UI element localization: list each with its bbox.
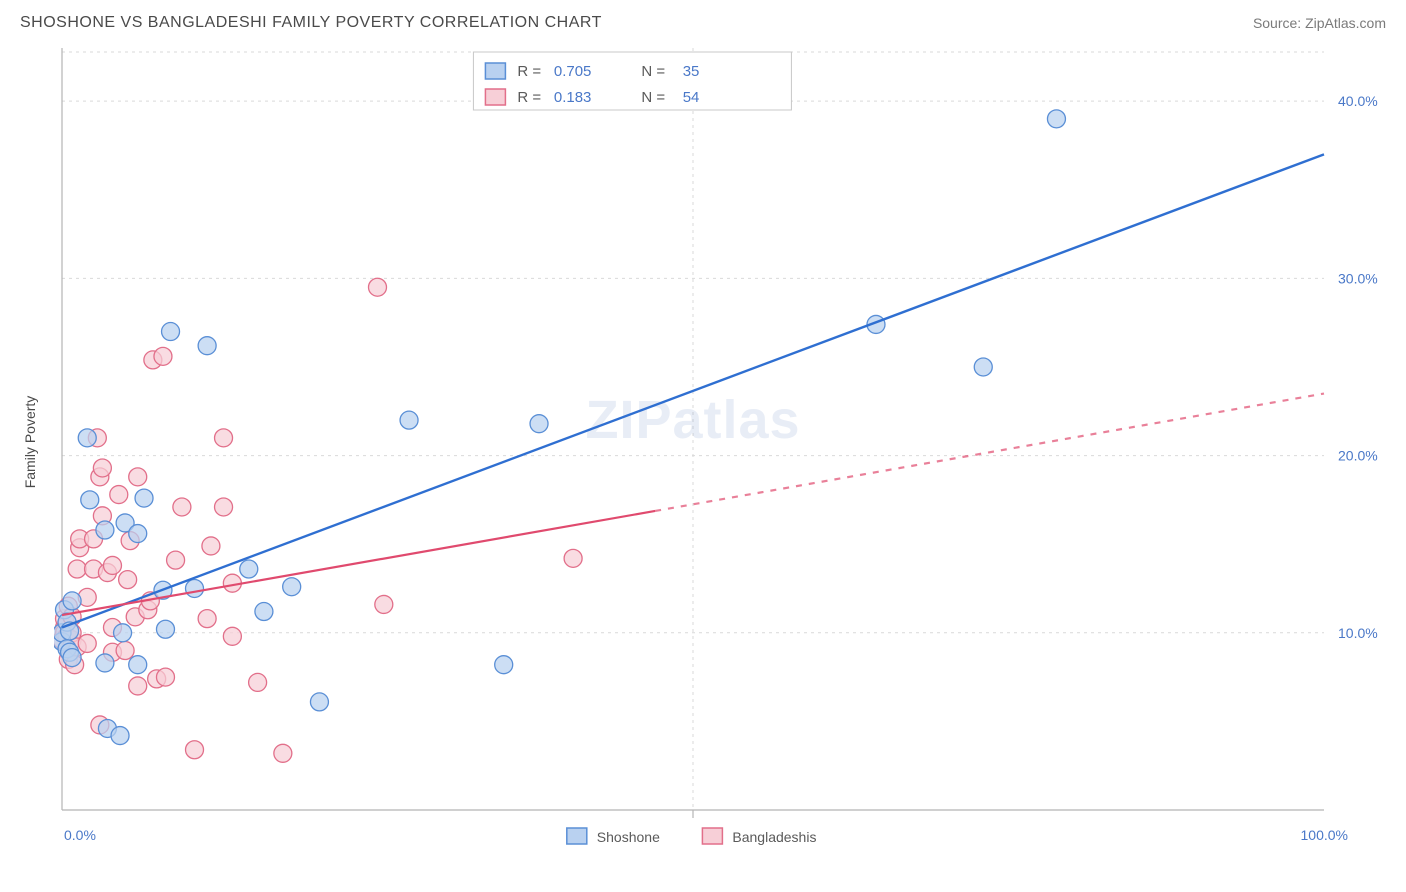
legend-series-label: Bangladeshis (732, 829, 816, 845)
data-point (114, 624, 132, 642)
x-tick-label: 100.0% (1301, 827, 1348, 843)
data-point (202, 537, 220, 555)
y-tick-label: 20.0% (1338, 448, 1378, 464)
data-point (156, 620, 174, 638)
data-point (103, 556, 121, 574)
data-point (186, 579, 204, 597)
data-point (119, 571, 137, 589)
chart-source: Source: ZipAtlas.com (1253, 15, 1386, 31)
data-point (283, 578, 301, 596)
x-tick-label: 0.0% (64, 827, 96, 843)
chart-area: Family Poverty 10.0%20.0%30.0%40.0%ZIPat… (16, 42, 1396, 862)
data-point (310, 693, 328, 711)
data-point (129, 656, 147, 674)
data-point (1047, 110, 1065, 128)
y-axis-label: Family Poverty (22, 396, 38, 489)
data-point (564, 549, 582, 567)
data-point (154, 347, 172, 365)
data-point (111, 727, 129, 745)
data-point (68, 560, 86, 578)
y-tick-label: 10.0% (1338, 625, 1378, 641)
data-point (495, 656, 513, 674)
legend-n-label: N = (641, 89, 665, 106)
data-point (167, 551, 185, 569)
legend-swatch (702, 828, 722, 844)
data-point (173, 498, 191, 516)
data-point (215, 498, 233, 516)
scatter-plot: 10.0%20.0%30.0%40.0%ZIPatlas0.0%100.0%R … (54, 42, 1394, 862)
data-point (375, 595, 393, 613)
data-point (129, 468, 147, 486)
data-point (198, 610, 216, 628)
y-tick-label: 30.0% (1338, 270, 1378, 286)
data-point (129, 525, 147, 543)
legend-r-label: R = (517, 63, 541, 80)
legend-swatch (567, 828, 587, 844)
data-point (96, 521, 114, 539)
legend-n-value: 54 (683, 89, 700, 106)
legend-series-label: Shoshone (597, 829, 660, 845)
data-point (96, 654, 114, 672)
data-point (78, 634, 96, 652)
data-point (162, 323, 180, 341)
data-point (81, 491, 99, 509)
data-point (223, 627, 241, 645)
data-point (110, 486, 128, 504)
data-point (186, 741, 204, 759)
data-point (63, 592, 81, 610)
data-point (116, 642, 134, 660)
data-point (198, 337, 216, 355)
data-point (274, 744, 292, 762)
legend-swatch (485, 63, 505, 79)
legend-n-label: N = (641, 63, 665, 80)
data-point (400, 411, 418, 429)
legend-swatch (485, 89, 505, 105)
data-point (78, 429, 96, 447)
legend-r-label: R = (517, 89, 541, 106)
chart-title: SHOSHONE VS BANGLADESHI FAMILY POVERTY C… (20, 14, 602, 32)
data-point (369, 278, 387, 296)
legend-r-value: 0.183 (554, 89, 592, 106)
data-point (255, 603, 273, 621)
y-tick-label: 40.0% (1338, 93, 1378, 109)
data-point (240, 560, 258, 578)
legend-n-value: 35 (683, 63, 700, 80)
data-point (530, 415, 548, 433)
legend-r-value: 0.705 (554, 63, 592, 80)
data-point (156, 668, 174, 686)
data-point (63, 649, 81, 667)
data-point (93, 459, 111, 477)
data-point (215, 429, 233, 447)
plot-bg (54, 42, 1394, 862)
data-point (129, 677, 147, 695)
data-point (135, 489, 153, 507)
data-point (249, 673, 267, 691)
data-point (974, 358, 992, 376)
